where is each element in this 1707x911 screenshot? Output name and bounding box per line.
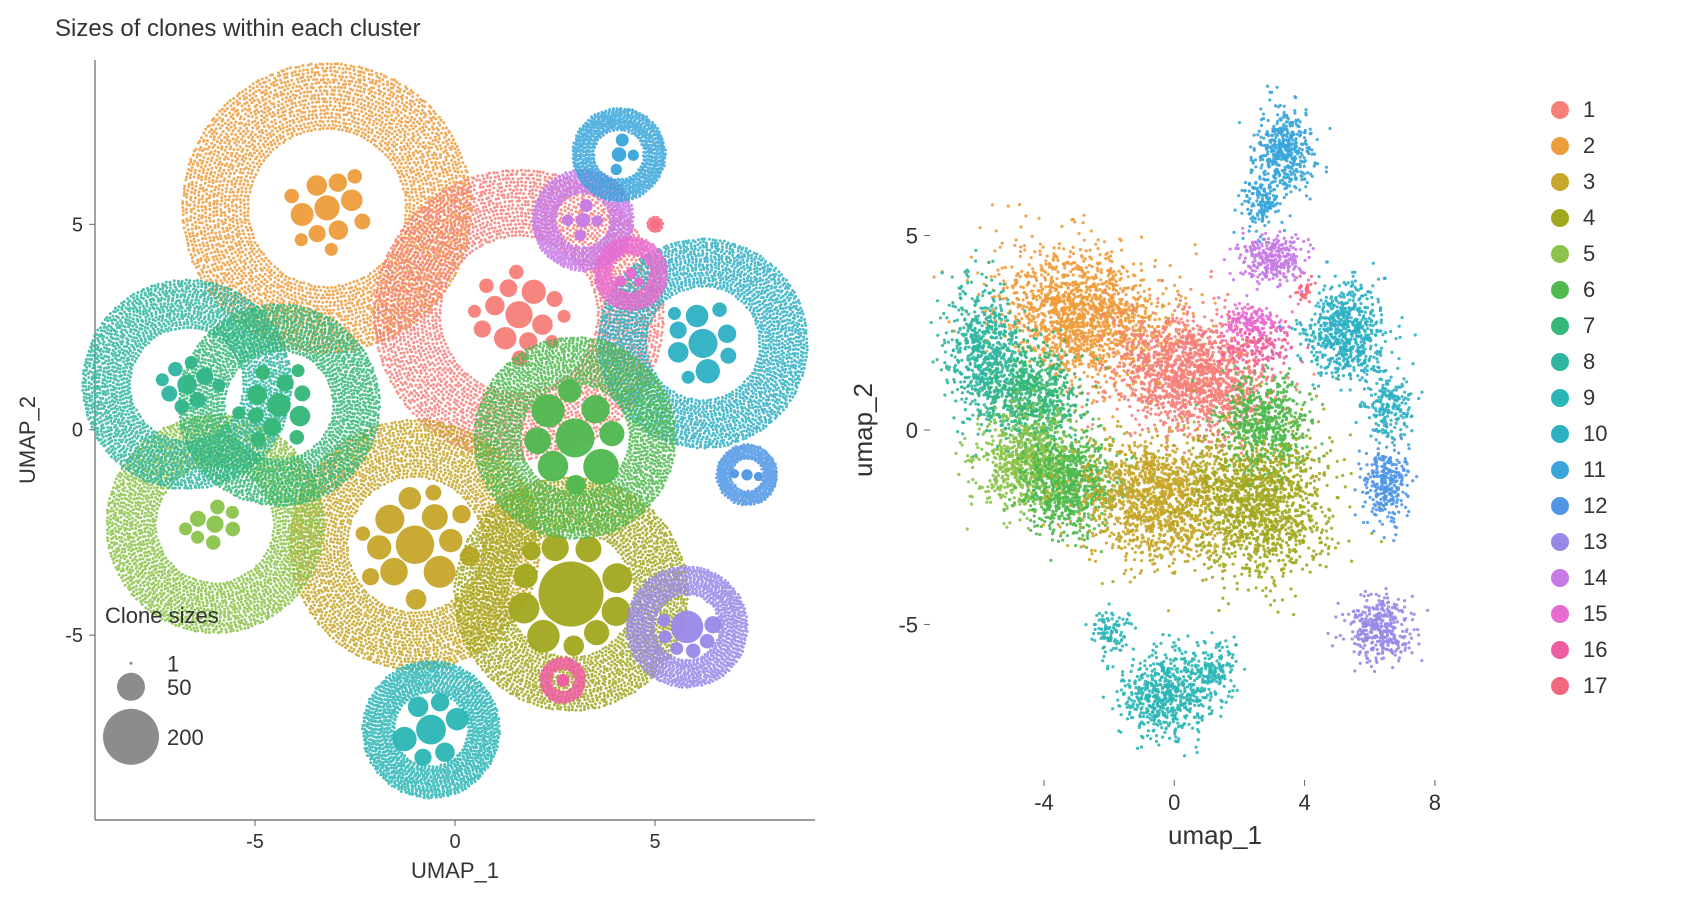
color-legend-marker [1551, 317, 1569, 335]
color-legend-label: 16 [1583, 637, 1607, 662]
right-ytick-label: -5 [898, 612, 918, 637]
color-legend-marker [1551, 173, 1569, 191]
color-legend-marker [1551, 533, 1569, 551]
size-legend-title: Clone sizes [105, 603, 219, 628]
color-legend-label: 12 [1583, 493, 1607, 518]
color-legend-label: 3 [1583, 169, 1595, 194]
color-legend-marker [1551, 353, 1569, 371]
right-ylabel: umap_2 [848, 383, 878, 477]
color-legend-marker [1551, 389, 1569, 407]
left-ytick-label: 0 [72, 420, 83, 442]
right-xlabel: umap_1 [1168, 820, 1262, 850]
color-legend-label: 6 [1583, 277, 1595, 302]
size-legend-label: 200 [167, 725, 204, 750]
color-legend-label: 14 [1583, 565, 1607, 590]
color-legend-label: 15 [1583, 601, 1607, 626]
color-legend-label: 13 [1583, 529, 1607, 554]
color-legend-marker [1551, 425, 1569, 443]
right-xtick-label: 0 [1168, 790, 1180, 815]
right-ytick-label: 0 [906, 418, 918, 443]
color-legend-marker [1551, 245, 1569, 263]
left-ytick-label: 5 [72, 214, 83, 236]
color-legend-marker [1551, 677, 1569, 695]
left-xtick-label: 5 [649, 831, 660, 853]
color-legend-label: 11 [1583, 457, 1606, 482]
right-ytick-label: 5 [906, 224, 918, 249]
color-legend-label: 2 [1583, 133, 1595, 158]
color-legend-label: 10 [1583, 421, 1607, 446]
color-legend-marker [1551, 605, 1569, 623]
color-legend-marker [1551, 209, 1569, 227]
figure-wrap: Sizes of clones within each cluster -5 0 5 -… [0, 0, 1707, 911]
figure-svg: Sizes of clones within each cluster -5 0 5 -… [0, 0, 1707, 911]
size-legend-marker [130, 662, 133, 665]
color-legend-marker [1551, 101, 1569, 119]
right-xtick-label: 4 [1298, 790, 1310, 815]
color-legend-marker [1551, 569, 1569, 587]
left-ylabel: UMAP_2 [15, 396, 40, 484]
left-xlabel: UMAP_1 [411, 858, 499, 883]
left-ytick-label: -5 [65, 625, 83, 647]
size-legend-label: 50 [167, 675, 191, 700]
right-scatter [930, 85, 1430, 758]
size-legend-marker [117, 673, 145, 701]
color-legend-marker [1551, 137, 1569, 155]
color-legend-label: 5 [1583, 241, 1595, 266]
left-xtick-label: -5 [246, 831, 264, 853]
color-legend-label: 1 [1583, 97, 1595, 122]
color-legend-marker [1551, 281, 1569, 299]
color-legend-marker [1551, 641, 1569, 659]
left-chart-title: Sizes of clones within each cluster [55, 15, 421, 42]
size-legend-label: 1 [167, 651, 179, 676]
color-legend-marker [1551, 497, 1569, 515]
size-legend-marker [103, 709, 159, 765]
color-legend-label: 17 [1583, 673, 1607, 698]
color-legend-label: 4 [1583, 205, 1595, 230]
color-legend-marker [1551, 461, 1569, 479]
right-xtick-label: -4 [1034, 790, 1054, 815]
color-legend-label: 9 [1583, 385, 1595, 410]
right-xtick-label: 8 [1429, 790, 1441, 815]
color-legend-label: 8 [1583, 349, 1595, 374]
color-legend-label: 7 [1583, 313, 1595, 338]
left-xtick-label: 0 [449, 831, 460, 853]
